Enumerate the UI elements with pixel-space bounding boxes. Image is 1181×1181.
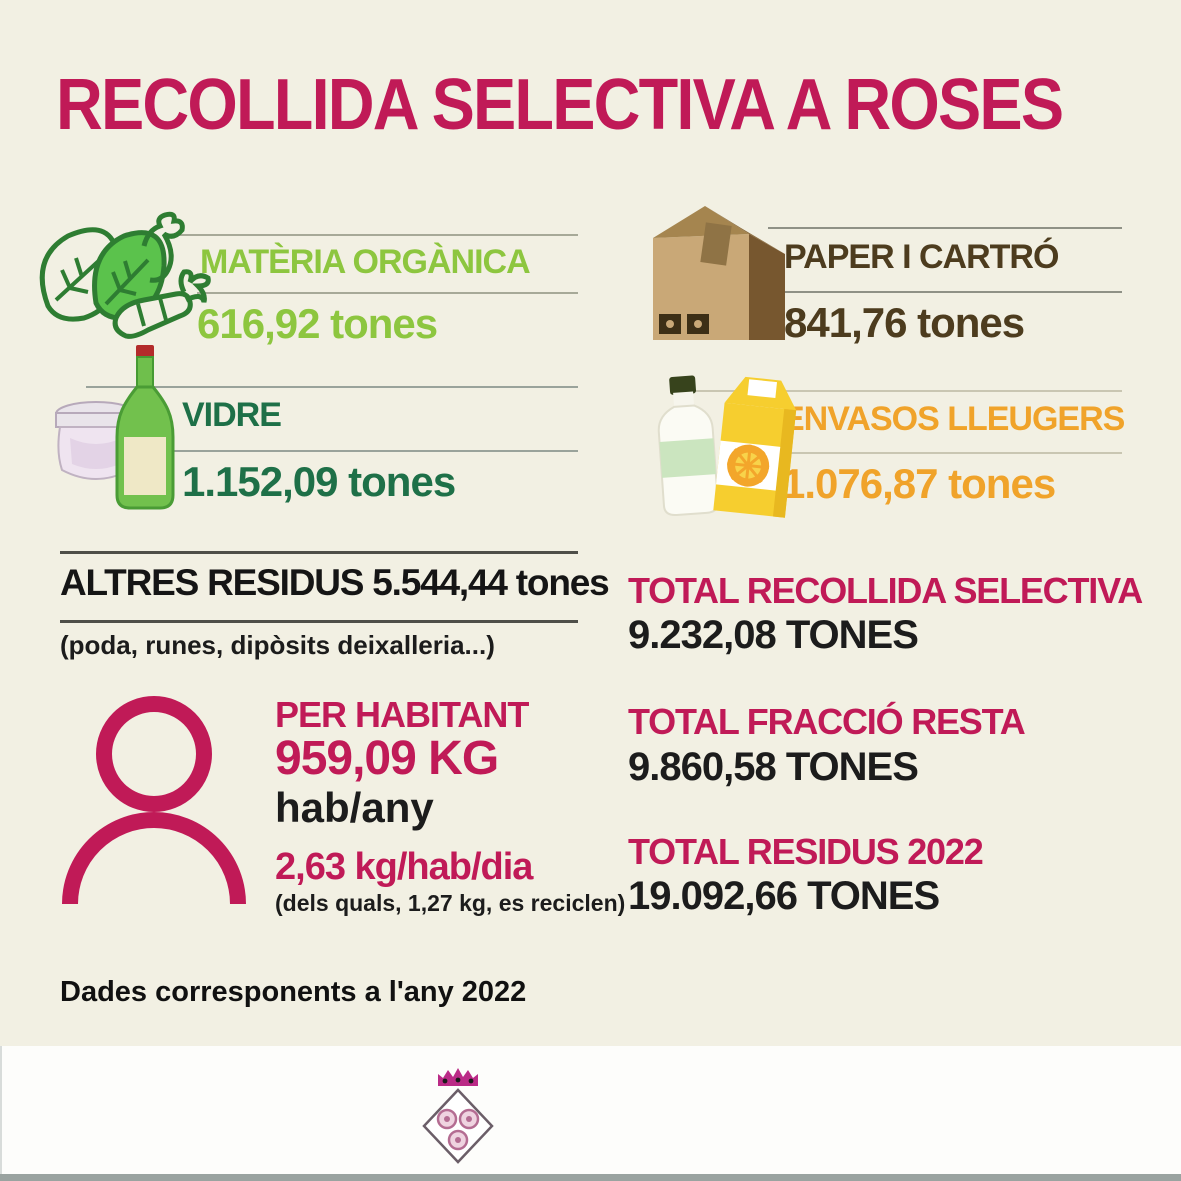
per-habitant-daily-note: (dels quals, 1,27 kg, es reciclen) [275, 890, 626, 916]
divider-line [60, 620, 578, 623]
leaves-carrot-icon [39, 211, 211, 339]
divider-line [748, 452, 1122, 454]
divider-line [60, 551, 578, 554]
per-habitant-daily: 2,63 kg/hab/dia [275, 846, 533, 888]
total-resta-label: TOTAL FRACCIÓ RESTA [628, 701, 1026, 742]
person-icon [62, 696, 246, 905]
envasos-value: 1.076,87 tones [782, 460, 1056, 507]
divider-line [86, 450, 578, 452]
per-habitant-label: PER HABITANT [275, 694, 529, 735]
divider-line [768, 227, 1122, 229]
total-residus-label: TOTAL RESIDUS 2022 [628, 831, 984, 872]
page-title: RECOLLIDA SELECTIVA A ROSES [56, 65, 1064, 145]
total-selectiva-value: 9.232,08 TONES [628, 613, 919, 657]
beverage-carton [713, 376, 797, 518]
plastic-bottle [657, 375, 719, 516]
altres-residus-text: ALTRES RESIDUS 5.544,44 tones [60, 562, 610, 603]
divider-line [197, 292, 578, 294]
divider-line [690, 390, 1122, 392]
per-habitant-unit: hab/any [275, 784, 434, 831]
envasos-label: ENVASOS LLEUGERS [782, 400, 1125, 438]
divider-line [86, 386, 578, 388]
total-selectiva-label: TOTAL RECOLLIDA SELECTIVA [628, 570, 1143, 611]
glass-bottle-icon [115, 345, 175, 510]
divider-line [768, 291, 1122, 293]
footer-bottom-border [0, 1174, 1181, 1181]
plastic-bottle-carton-icon [657, 375, 797, 518]
per-habitant-value: 959,09 KG [275, 732, 499, 785]
paper-label: PAPER I CARTRÓ [784, 238, 1059, 276]
divider-line [168, 234, 578, 236]
organica-value: 616,92 tones [197, 300, 438, 347]
footer-band: Ajuntament de Roses [0, 1046, 1181, 1174]
paper-value: 841,76 tones [784, 299, 1025, 346]
cardboard-box-icon [653, 206, 785, 340]
organica-label: MATÈRIA ORGÀNICA [200, 243, 531, 281]
roses-coat-of-arms-icon [422, 1068, 494, 1164]
total-residus-value: 19.092,66 TONES [628, 874, 940, 918]
footnote-year: Dades corresponents a l'any 2022 [60, 976, 527, 1008]
vidre-label: VIDRE [182, 396, 282, 434]
total-resta-value: 9.860,58 TONES [628, 745, 919, 789]
altres-residus-note: (poda, runes, dipòsits deixalleria...) [60, 630, 495, 660]
vidre-value: 1.152,09 tones [182, 458, 456, 505]
